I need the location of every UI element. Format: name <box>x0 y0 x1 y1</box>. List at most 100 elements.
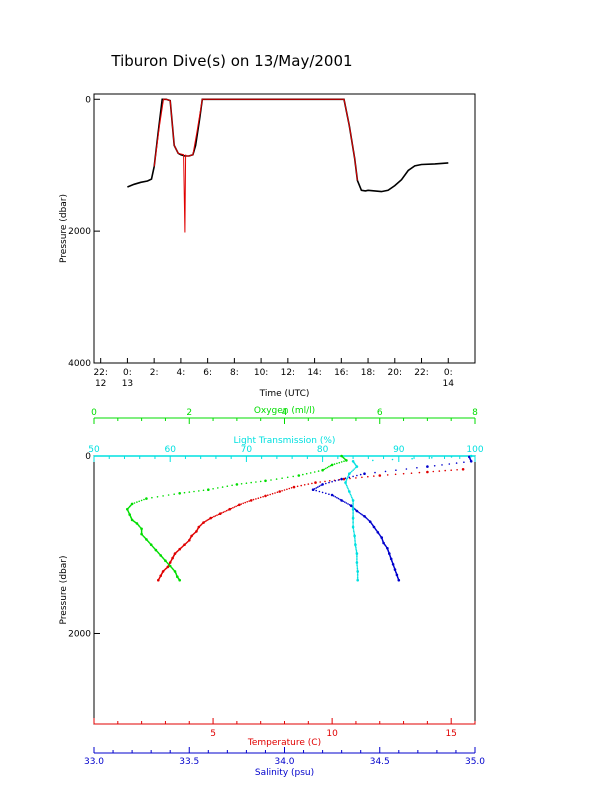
profile-point-oxygen <box>226 485 229 488</box>
profile-point-temperature <box>205 520 207 522</box>
profile-point-temperature <box>259 496 262 499</box>
top-x-axis-label: Time (UTC) <box>259 389 310 399</box>
top-x-tick-label: 6: <box>203 368 212 378</box>
top-x-tick-label: 20: <box>388 368 402 378</box>
profile-point-light <box>352 529 355 531</box>
profile-point-light <box>372 459 374 462</box>
top-x-tick-label: 14: <box>307 368 321 378</box>
profile-point-oxygen <box>207 488 210 492</box>
profile-point-oxygen <box>286 476 289 479</box>
top-x-tick-label: 4: <box>177 368 186 378</box>
profile-point-temperature <box>432 470 435 473</box>
profile-point-light <box>351 470 353 473</box>
top-y-axis-label: Pressure (dbar) <box>59 194 69 263</box>
profile-point-light <box>347 487 349 490</box>
profile-point-oxygen <box>178 578 181 582</box>
profile-point-light <box>347 474 350 477</box>
light-tick-label: 50 <box>88 445 100 455</box>
profile-point-oxygen <box>250 481 252 484</box>
profile-point-temperature <box>207 518 210 521</box>
profile-point-salinity <box>318 485 321 488</box>
profile-point-light <box>356 555 358 558</box>
profile-point-oxygen <box>281 477 283 480</box>
profile-point-light <box>352 504 354 506</box>
profile-point-temperature <box>319 481 322 483</box>
profile-point-temperature <box>262 495 264 498</box>
profile-point-salinity <box>397 578 401 582</box>
profile-point-oxygen <box>321 468 324 472</box>
profile-point-light <box>355 561 359 564</box>
profile-point-temperature <box>218 512 222 515</box>
light-axis-label: Light Transmission (%) <box>234 436 336 446</box>
profile-point-salinity <box>331 480 333 483</box>
profile-point-oxygen <box>221 486 224 488</box>
profile-point-light <box>450 456 453 458</box>
profile-point-salinity <box>340 499 343 502</box>
profile-point-light <box>349 492 351 494</box>
profile-point-oxygen <box>326 466 329 469</box>
profile-point-salinity <box>321 483 324 486</box>
profile-point-temperature <box>328 480 331 482</box>
profile-point-light <box>351 499 355 502</box>
profile-point-salinity <box>441 464 443 466</box>
profile-point-temperature <box>208 518 211 520</box>
profile-point-temperature <box>367 475 369 478</box>
profile-point-temperature <box>274 492 276 494</box>
profile-point-light <box>352 501 354 503</box>
profile-point-salinity <box>384 470 387 473</box>
light-tick-label: 90 <box>393 445 405 455</box>
profile-point-salinity <box>336 496 338 499</box>
profile-point-light <box>354 545 357 547</box>
profile-point-temperature <box>255 498 257 500</box>
profile-y-tick-label: 2000 <box>68 629 91 639</box>
profile-point-light <box>353 530 355 533</box>
profile-point-light <box>354 539 356 542</box>
profile-point-salinity <box>448 463 451 465</box>
profile-point-light <box>353 534 356 538</box>
profile-point-temperature <box>444 469 447 472</box>
profile-point-light <box>349 493 352 496</box>
profile-point-salinity <box>348 476 351 479</box>
profile-point-temperature <box>246 501 248 503</box>
profile-point-salinity <box>320 484 322 487</box>
profile-point-temperature <box>426 470 429 474</box>
profile-point-salinity <box>315 489 318 492</box>
top-x-tick-label: 16: <box>334 368 348 378</box>
profile-point-temperature <box>361 476 363 479</box>
salinity-tick-label: 34.5 <box>370 757 390 767</box>
profile-point-salinity <box>344 501 346 503</box>
profile-plot-frame <box>93 455 476 725</box>
profile-point-oxygen <box>151 496 153 499</box>
profile-point-salinity <box>340 477 343 481</box>
profile-point-temperature <box>248 500 250 502</box>
profile-point-light <box>346 486 349 488</box>
profile-point-light <box>351 507 355 511</box>
profile-point-light <box>352 469 354 472</box>
profile-point-salinity <box>334 496 337 498</box>
profile-point-oxygen <box>317 470 320 472</box>
profile-point-temperature <box>224 510 226 513</box>
profile-point-light <box>352 509 354 512</box>
temperature-tick-label: 5 <box>210 729 216 739</box>
pressure-vs-time-chart: 22:120:132: 4: 6: 8: 10: 12: 14: 16: 18: 20: 22: 0:… <box>59 93 476 399</box>
profile-point-salinity <box>325 492 327 495</box>
profile-point-light <box>352 512 354 515</box>
profile-point-light <box>353 532 355 534</box>
profile-point-oxygen <box>178 492 181 495</box>
top-series-line-red <box>153 98 358 233</box>
profile-series-oxygen <box>126 454 348 582</box>
profile-point-light <box>345 484 348 487</box>
top-plot-frame <box>93 93 476 364</box>
profile-point-oxygen <box>275 478 278 480</box>
profile-point-temperature <box>257 497 260 500</box>
profile-point-oxygen <box>313 471 316 473</box>
profile-point-temperature <box>244 501 246 504</box>
profile-point-light <box>391 458 394 461</box>
profile-point-oxygen <box>340 461 343 463</box>
profile-point-oxygen <box>264 479 267 483</box>
salinity-tick-label: 34.0 <box>274 757 294 767</box>
salinity-tick-label: 33.5 <box>179 757 199 767</box>
top-x-tick-label: 18: <box>361 368 375 378</box>
temperature-tick-label: 10 <box>326 729 338 739</box>
profile-point-temperature <box>314 481 317 484</box>
